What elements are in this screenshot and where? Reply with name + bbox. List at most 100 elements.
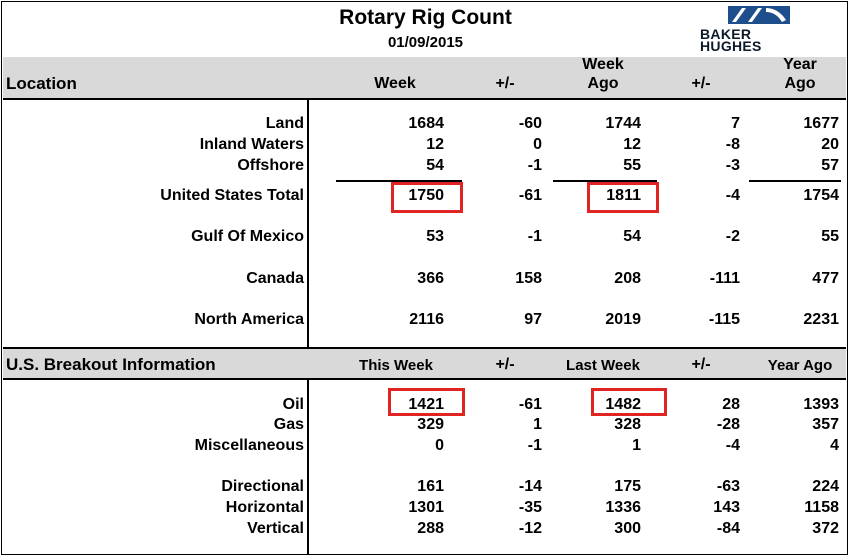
total-rule-week (336, 180, 462, 182)
col-pm1-header: +/- (495, 75, 515, 92)
row-label: United States Total (160, 187, 304, 204)
highlight-box-us-total-week (391, 182, 463, 213)
cell-week: 1301 (408, 499, 444, 516)
col-yearago-header-2: Year Ago (767, 357, 833, 374)
cell-pm2: -3 (725, 157, 740, 174)
cell-yearago: 357 (812, 416, 839, 433)
row-label: Canada (246, 270, 304, 287)
cell-pm1: 1 (533, 416, 542, 433)
cell-pm2: -111 (709, 270, 740, 287)
cell-yearago: 57 (821, 157, 839, 174)
cell-pm2: -8 (725, 136, 740, 153)
row-label: Inland Waters (199, 136, 304, 153)
cell-weekago: 300 (614, 520, 641, 537)
location-header-band (3, 57, 846, 98)
cell-yearago: 1754 (803, 187, 839, 204)
label-divider-2 (307, 378, 309, 554)
col-pm2-header: +/- (691, 75, 711, 92)
cell-pm2: 28 (722, 396, 740, 413)
row-label: Miscellaneous (194, 437, 304, 454)
breakout-header-band (3, 349, 846, 378)
row-label: Vertical (247, 520, 304, 537)
cell-weekago: 1 (632, 437, 641, 454)
cell-yearago: 477 (812, 270, 839, 287)
row-label: North America (194, 311, 304, 328)
cell-pm1: 158 (515, 270, 542, 287)
cell-pm2: -28 (716, 416, 740, 433)
cell-weekago: 1744 (605, 115, 641, 132)
col-weekago-header-line2: Ago (587, 75, 619, 92)
cell-pm2: -115 (708, 311, 740, 328)
cell-pm2: -84 (716, 520, 740, 537)
highlight-box-oil-week (388, 388, 465, 416)
cell-yearago: 224 (812, 478, 839, 495)
cell-yearago: 2231 (803, 311, 839, 328)
logo-text-line2: HUGHES (700, 38, 762, 54)
cell-pm1: -12 (518, 520, 542, 537)
cell-weekago: 54 (623, 228, 641, 245)
cell-yearago: 20 (821, 136, 839, 153)
row-label: Directional (221, 478, 304, 495)
col-weekago-header-line1: Week (582, 56, 624, 73)
cell-week: 0 (435, 437, 444, 454)
row-label: Oil (282, 396, 304, 413)
report-date: 01/09/2015 (387, 34, 464, 51)
cell-yearago: 1677 (803, 115, 839, 132)
cell-pm2: -4 (725, 187, 740, 204)
cell-week: 366 (417, 270, 444, 287)
cell-weekago: 55 (623, 157, 641, 174)
cell-pm1: -1 (527, 228, 542, 245)
cell-pm1: 0 (533, 136, 542, 153)
cell-week: 12 (426, 136, 444, 153)
cell-week: 161 (417, 478, 444, 495)
cell-pm1: 97 (524, 311, 542, 328)
cell-weekago: 1811 (606, 187, 641, 204)
cell-week: 329 (417, 416, 444, 433)
col-yearago-header-line2: Ago (784, 75, 816, 92)
cell-pm2: -2 (725, 228, 740, 245)
logo-mark-icon (728, 6, 790, 24)
cell-weekago: 1482 (605, 396, 641, 413)
cell-week: 54 (426, 157, 444, 174)
cell-pm1: -14 (518, 478, 542, 495)
col-pm1-header-2: +/- (495, 356, 515, 373)
report-title: Rotary Rig Count (339, 6, 512, 29)
cell-pm2: -4 (725, 437, 740, 454)
cell-week: 1421 (408, 396, 444, 413)
cell-pm1: -35 (518, 499, 542, 516)
cell-weekago: 175 (614, 478, 641, 495)
cell-pm2: -63 (716, 478, 740, 495)
cell-pm2: 7 (731, 115, 740, 132)
total-rule-yearago (749, 180, 841, 182)
col-week-header: Week (374, 75, 416, 92)
col-lastweek-header: Last Week (566, 357, 640, 374)
highlight-box-us-total-weekago (587, 182, 659, 213)
cell-pm1: -60 (518, 115, 542, 132)
row-label: Horizontal (225, 499, 304, 516)
cell-pm1: -61 (518, 396, 542, 413)
col-thisweek-header: This Week (359, 357, 433, 374)
location-header-label: Location (6, 74, 77, 93)
cell-weekago: 208 (614, 270, 641, 287)
cell-yearago: 1158 (804, 499, 839, 516)
cell-week: 53 (426, 228, 444, 245)
row-label: Offshore (237, 157, 304, 174)
baker-hughes-logo: BAKER HUGHES (700, 6, 792, 54)
cell-weekago: 328 (614, 416, 641, 433)
highlight-box-oil-weekago (591, 388, 667, 416)
total-rule-weekago (553, 180, 657, 182)
cell-yearago: 4 (830, 437, 839, 454)
cell-pm1: -1 (527, 437, 542, 454)
col-yearago-header-line1: Year (783, 56, 817, 73)
cell-weekago: 1336 (605, 499, 641, 516)
label-divider-1 (307, 100, 309, 348)
cell-pm1: -1 (527, 157, 542, 174)
row-label: Gas (273, 416, 304, 433)
cell-weekago: 12 (623, 136, 641, 153)
header2-top-rule (3, 347, 846, 349)
row-label: Gulf Of Mexico (191, 228, 304, 245)
header2-bottom-rule (3, 378, 846, 380)
logo-text-line1: BAKER (700, 26, 752, 42)
cell-yearago: 55 (821, 228, 839, 245)
